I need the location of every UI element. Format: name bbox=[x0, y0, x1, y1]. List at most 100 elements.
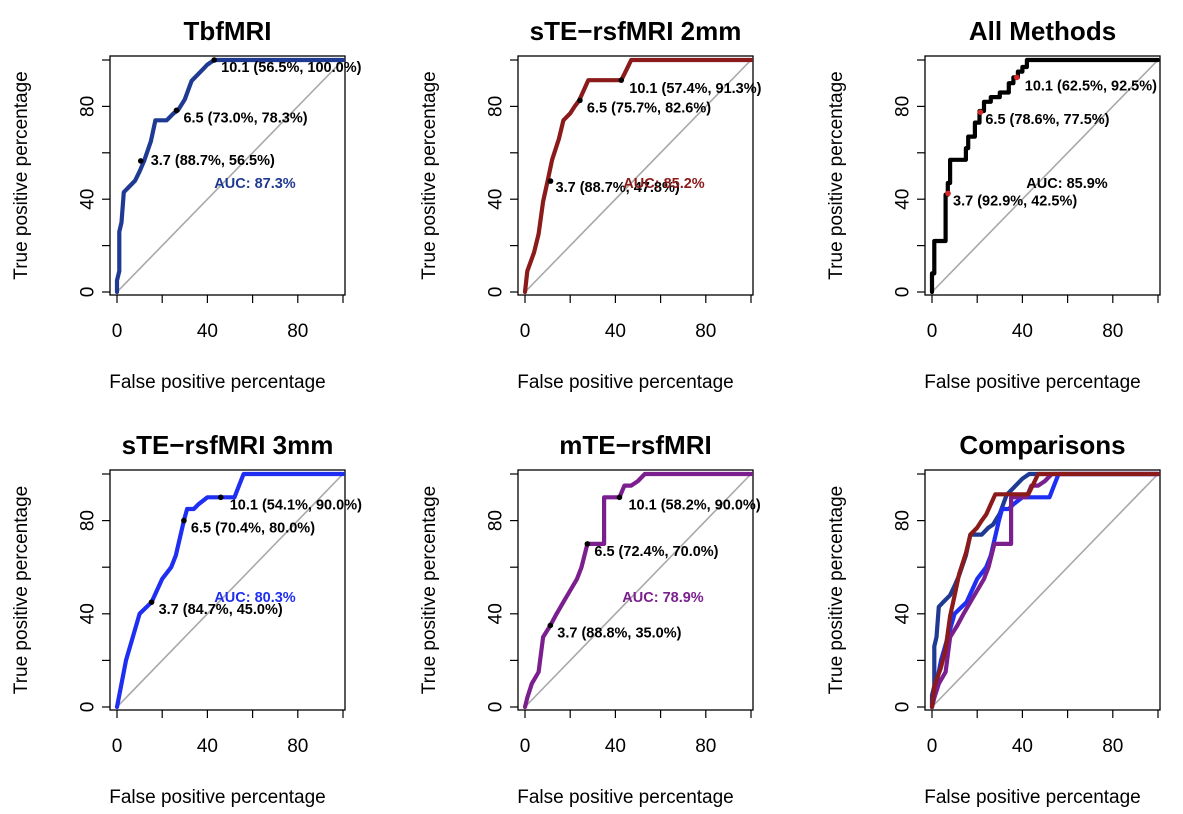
y-tick-label: 40 bbox=[78, 189, 99, 210]
x-axis-label: False positive percentage bbox=[924, 787, 1141, 808]
threshold-point bbox=[977, 109, 984, 115]
threshold-label: 10.1 (62.5%, 92.5%) bbox=[1025, 78, 1157, 94]
x-tick-label: 0 bbox=[112, 321, 123, 342]
x-tick-label: 80 bbox=[695, 321, 716, 342]
x-tick-label: 40 bbox=[605, 736, 626, 757]
y-tick-label: 40 bbox=[78, 603, 99, 624]
threshold-point bbox=[547, 178, 554, 184]
reference-diagonal bbox=[931, 473, 1159, 708]
threshold-label: 10.1 (56.5%, 100.0%) bbox=[221, 60, 361, 76]
x-tick-label: 40 bbox=[197, 321, 218, 342]
threshold-point bbox=[148, 599, 155, 605]
threshold-label: 3.7 (88.8%, 35.0%) bbox=[557, 625, 681, 641]
panel-title: sTE−rsfMRI 3mm bbox=[122, 430, 334, 460]
x-tick-label: 80 bbox=[1102, 321, 1123, 342]
roc-panel-5: Comparisons False positive percentage True… bbox=[826, 430, 1161, 808]
y-tick-label: 40 bbox=[893, 603, 914, 624]
reference-diagonal bbox=[931, 59, 1159, 293]
x-tick-label: 0 bbox=[112, 736, 123, 757]
threshold-label: 6.5 (72.4%, 70.0%) bbox=[594, 544, 718, 560]
auc-label: AUC: 78.9% bbox=[622, 590, 703, 606]
y-tick-label: 80 bbox=[78, 510, 99, 531]
plot-frame bbox=[109, 469, 346, 711]
x-tick-label: 0 bbox=[927, 736, 938, 757]
y-tick-label: 80 bbox=[893, 96, 914, 117]
x-tick-label: 40 bbox=[1012, 321, 1033, 342]
panel-title: Comparisons bbox=[959, 430, 1125, 460]
threshold-point bbox=[211, 57, 217, 63]
threshold-point bbox=[547, 622, 554, 629]
roc-panel-4: mTE−rsfMRI False positive percentage True … bbox=[419, 430, 761, 808]
threshold-label: 3.7 (84.7%, 45.0%) bbox=[159, 602, 283, 618]
y-axis-label: True positive percentage bbox=[419, 71, 440, 279]
threshold-point bbox=[577, 97, 583, 104]
roc-curve-0 bbox=[522, 471, 754, 710]
auc-label: AUC: 87.3% bbox=[214, 176, 295, 192]
y-axis-label: True positive percentage bbox=[826, 486, 847, 694]
panel-title: TbfMRI bbox=[183, 16, 271, 46]
auc-label: AUC: 85.2% bbox=[623, 176, 704, 192]
y-tick-label: 0 bbox=[486, 702, 507, 713]
roc-panel-1: sTE−rsfMRI 2mm False positive percentage T… bbox=[419, 16, 762, 393]
threshold-label: 3.7 (88.7%, 47.8%) bbox=[556, 180, 680, 196]
threshold-point bbox=[217, 494, 224, 501]
threshold-point bbox=[181, 517, 187, 524]
x-axis-label: False positive percentage bbox=[924, 372, 1141, 393]
threshold-point bbox=[173, 107, 180, 114]
x-axis-label: False positive percentage bbox=[517, 787, 734, 808]
roc-curve-0 bbox=[522, 57, 754, 295]
x-tick-label: 80 bbox=[1102, 736, 1123, 757]
x-tick-label: 40 bbox=[1012, 736, 1033, 757]
x-tick-label: 0 bbox=[520, 321, 531, 342]
roc-curve-2 bbox=[929, 471, 1161, 710]
roc-panel-0: TbfMRI False positive percentage True posi… bbox=[11, 16, 362, 393]
threshold-label: 6.5 (78.6%, 77.5%) bbox=[985, 112, 1109, 128]
y-tick-label: 0 bbox=[893, 287, 914, 298]
y-tick-label: 40 bbox=[893, 189, 914, 210]
threshold-label: 6.5 (73.0%, 78.3%) bbox=[183, 110, 307, 126]
roc-panel-3: sTE−rsfMRI 3mm False positive percentage T… bbox=[11, 430, 362, 808]
roc-panel-2: All Methods False positive percentage True… bbox=[826, 16, 1161, 393]
roc-curve-0 bbox=[114, 57, 346, 295]
y-axis-label: True positive percentage bbox=[11, 71, 32, 279]
y-axis-label: True positive percentage bbox=[826, 71, 847, 279]
threshold-label: 10.1 (54.1%, 90.0%) bbox=[230, 497, 362, 513]
y-tick-label: 0 bbox=[78, 287, 99, 298]
threshold-point bbox=[137, 158, 144, 164]
x-axis-label: False positive percentage bbox=[109, 787, 326, 808]
threshold-label: 10.1 (57.4%, 91.3%) bbox=[629, 81, 761, 97]
threshold-point bbox=[584, 541, 591, 547]
y-tick-label: 0 bbox=[486, 287, 507, 298]
x-axis-label: False positive percentage bbox=[109, 372, 326, 393]
y-tick-label: 80 bbox=[78, 96, 99, 117]
threshold-point bbox=[1013, 74, 1020, 81]
y-axis-label: True positive percentage bbox=[419, 486, 440, 694]
threshold-label: 3.7 (88.7%, 56.5%) bbox=[151, 153, 275, 169]
x-tick-label: 0 bbox=[927, 321, 938, 342]
y-tick-label: 40 bbox=[486, 189, 507, 210]
plot-frame bbox=[517, 55, 754, 296]
x-tick-label: 80 bbox=[695, 736, 716, 757]
panel-title: All Methods bbox=[969, 16, 1116, 46]
auc-label: AUC: 80.3% bbox=[214, 590, 295, 606]
plot-frame bbox=[109, 55, 346, 296]
auc-label: AUC: 85.9% bbox=[1026, 176, 1107, 192]
threshold-point bbox=[616, 494, 623, 501]
plot-frame bbox=[924, 55, 1161, 296]
threshold-label: 10.1 (58.2%, 90.0%) bbox=[628, 497, 760, 513]
y-axis-label: True positive percentage bbox=[11, 486, 32, 694]
y-tick-label: 40 bbox=[486, 603, 507, 624]
x-tick-label: 0 bbox=[520, 736, 531, 757]
x-tick-label: 80 bbox=[287, 736, 308, 757]
y-tick-label: 80 bbox=[893, 510, 914, 531]
y-tick-label: 80 bbox=[486, 96, 507, 117]
reference-diagonal bbox=[524, 59, 752, 293]
reference-diagonal bbox=[116, 473, 344, 708]
y-tick-label: 0 bbox=[893, 702, 914, 713]
panel-title: sTE−rsfMRI 2mm bbox=[530, 16, 742, 46]
y-tick-label: 0 bbox=[78, 702, 99, 713]
threshold-label: 6.5 (70.4%, 80.0%) bbox=[191, 521, 315, 537]
x-tick-label: 80 bbox=[287, 321, 308, 342]
x-tick-label: 40 bbox=[197, 736, 218, 757]
